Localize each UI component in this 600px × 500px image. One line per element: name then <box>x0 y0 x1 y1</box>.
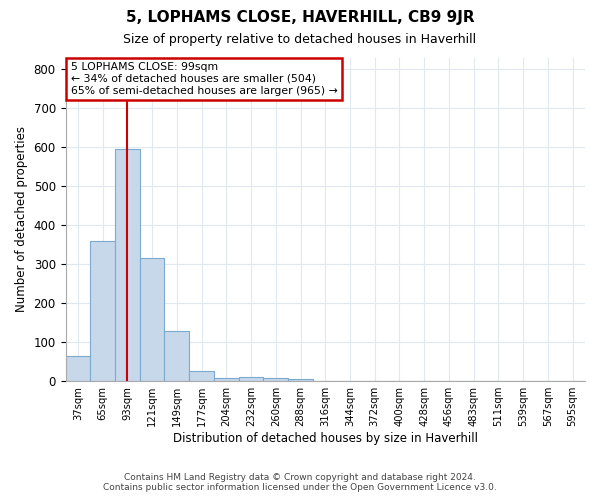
Bar <box>90 241 115 381</box>
Text: Contains HM Land Registry data © Crown copyright and database right 2024.
Contai: Contains HM Land Registry data © Crown c… <box>103 473 497 492</box>
Bar <box>214 378 239 381</box>
Bar <box>65 356 90 381</box>
Bar <box>140 258 164 381</box>
Text: 5 LOPHAMS CLOSE: 99sqm
← 34% of detached houses are smaller (504)
65% of semi-de: 5 LOPHAMS CLOSE: 99sqm ← 34% of detached… <box>71 62 337 96</box>
Text: 5, LOPHAMS CLOSE, HAVERHILL, CB9 9JR: 5, LOPHAMS CLOSE, HAVERHILL, CB9 9JR <box>125 10 475 25</box>
Text: Size of property relative to detached houses in Haverhill: Size of property relative to detached ho… <box>124 32 476 46</box>
X-axis label: Distribution of detached houses by size in Haverhill: Distribution of detached houses by size … <box>173 432 478 445</box>
Bar <box>263 378 288 381</box>
Bar <box>115 149 140 381</box>
Bar <box>239 378 263 381</box>
Bar <box>189 372 214 381</box>
Bar <box>164 330 189 381</box>
Bar <box>288 380 313 381</box>
Y-axis label: Number of detached properties: Number of detached properties <box>15 126 28 312</box>
